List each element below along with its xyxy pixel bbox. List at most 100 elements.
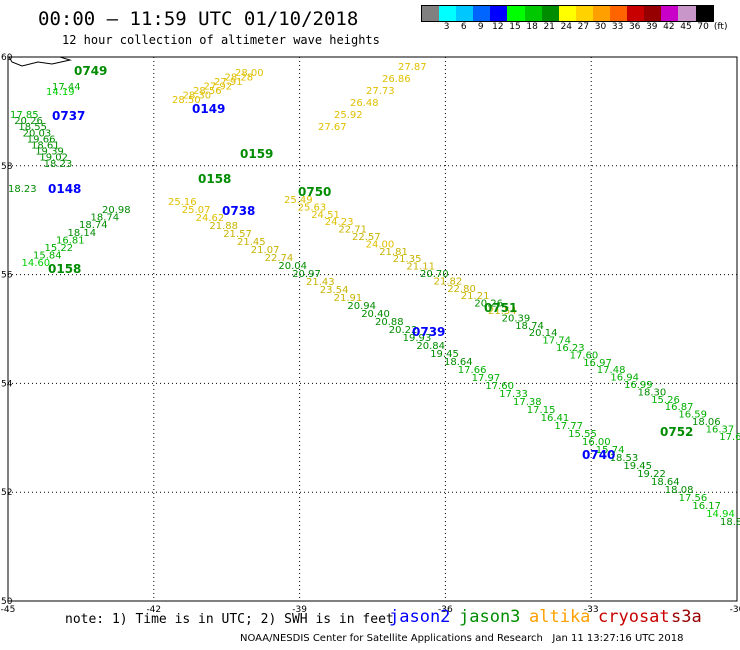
legend-unit: (ft) (713, 22, 728, 32)
wave-height-point: 18.61 (31, 141, 60, 152)
wave-height-point: 20.26 (474, 299, 503, 310)
lat-tick-label: 56 (1, 271, 13, 281)
wave-height-point: 18.53 (610, 453, 639, 464)
legend-swatch (627, 6, 645, 21)
wave-height-point: 20.03 (23, 128, 52, 139)
wave-height-point: 20.39 (502, 313, 531, 324)
legend-label: 27 (577, 22, 590, 32)
wave-height-point: 18.06 (692, 417, 721, 428)
lon-tick-label: -30 (730, 605, 740, 615)
legend-swatch (439, 6, 457, 21)
track-label: 0149 (192, 102, 225, 116)
wave-height-point: 20.97 (292, 269, 321, 280)
lat-tick-label: 52 (1, 488, 12, 498)
wave-height-point: 18.88 (720, 517, 740, 528)
satellite-s3a: s3a (671, 607, 702, 627)
legend-label: 45 (680, 22, 692, 32)
legend-swatch (422, 6, 440, 21)
legend-label: 9 (477, 22, 484, 32)
legend-swatch (524, 6, 542, 21)
lat-tick-label: 50 (1, 597, 13, 607)
color-legend (421, 5, 714, 22)
map-frame (7, 56, 738, 602)
wave-height-point: 17.74 (542, 336, 571, 347)
wave-height-point: 18.55 (18, 122, 47, 133)
wave-height-point: 20.94 (347, 301, 376, 312)
wave-height-point: 21.88 (209, 221, 238, 232)
wave-height-point: 18.14 (68, 228, 97, 239)
wave-height-point: 26.86 (382, 74, 411, 85)
legend-swatch (592, 6, 611, 21)
wave-height-point: 27.73 (366, 86, 395, 97)
wave-height-point: 21.11 (406, 262, 435, 273)
wave-height-point: 25.16 (168, 197, 197, 208)
wave-height-point: 21.57 (223, 229, 252, 240)
wave-height-point: 15.22 (45, 243, 74, 254)
wave-height-point: 21.43 (306, 277, 335, 288)
legend-swatch (661, 6, 679, 21)
wave-height-point: 28.00 (235, 68, 264, 79)
legend-swatch (610, 6, 628, 21)
wave-height-point: 17.66 (719, 432, 740, 443)
wave-height-point: 16.94 (610, 373, 639, 384)
wave-height-point: 18.23 (8, 184, 37, 195)
track-label: 0750 (298, 185, 331, 199)
wave-height-point: 18.74 (79, 220, 108, 231)
legend-swatch (644, 6, 662, 21)
wave-height-point: 20.14 (529, 328, 558, 339)
wave-height-point: 21.54 (488, 306, 517, 317)
track-label: 0740 (582, 448, 615, 462)
lon-tick-label: -33 (584, 605, 599, 615)
satellite-altika: altika (529, 607, 591, 627)
legend-label: 15 (509, 22, 521, 32)
wave-height-point: 19.45 (623, 461, 652, 472)
wave-height-point: 16.41 (541, 413, 570, 424)
wave-height-point: 18.23 (44, 159, 73, 170)
map-title: 00:00 – 11:59 UTC 01/10/2018 (38, 8, 359, 30)
wave-height-point: 26.48 (350, 98, 379, 109)
wave-height-point: 22.71 (338, 225, 367, 236)
wave-height-point: 19.93 (403, 333, 432, 344)
wave-height-point: 21.91 (334, 293, 363, 304)
wave-height-point: 15.26 (651, 395, 680, 406)
wave-height-point: 20.84 (416, 341, 445, 352)
legend-label: 39 (646, 22, 658, 32)
wave-height-point: 20.26 (14, 116, 43, 127)
map-subtitle: 12 hour collection of altimeter wave hei… (62, 33, 380, 47)
legend-label: 12 (492, 22, 504, 32)
wave-height-point: 18.08 (665, 485, 694, 496)
map-border (7, 56, 738, 602)
legend-swatch (678, 6, 696, 21)
wave-height-point: 15.74 (596, 445, 625, 456)
track-label: 0738 (222, 204, 255, 218)
coastline (8, 56, 72, 67)
wave-height-point: 16.81 (56, 235, 85, 246)
track-label: 0749 (74, 64, 107, 78)
wave-height-point: 17.56 (679, 493, 708, 504)
wave-height-point: 25.07 (182, 205, 211, 216)
wave-height-point: 18.74 (515, 321, 544, 332)
legend-label: 70 (697, 22, 709, 32)
wave-height-point: 27.67 (318, 122, 347, 133)
footer-credit: NOAA/NESDIS Center for Satellite Applica… (240, 633, 684, 644)
legend-swatch (490, 6, 508, 21)
wave-height-point: 17.97 (472, 373, 501, 384)
wave-height-point: 28.28 (225, 73, 254, 84)
wave-height-point: 17.44 (52, 82, 81, 93)
axis-tick-labels: -45 -42 -39 -36 -33 -30 60 58 56 54 52 50 (1, 53, 740, 615)
wave-height-point: 14.60 (22, 258, 51, 269)
wave-height-point: 21.81 (379, 247, 408, 258)
wave-height-point: 17.48 (597, 365, 626, 376)
wave-height-point: 27.92 (204, 82, 233, 93)
lat-tick-label: 54 (1, 379, 13, 389)
legend-label: 33 (611, 22, 624, 32)
legend-label: 30 (594, 22, 607, 32)
lat-tick-label: 58 (1, 162, 13, 172)
wave-height-point: 18.74 (91, 213, 120, 224)
track-label: 0148 (48, 182, 81, 196)
footer-note: note: 1) Time is in UTC; 2) SWH is in fe… (65, 612, 394, 627)
wave-height-point: 17.60 (485, 381, 514, 392)
wave-height-point: 17.66 (458, 365, 487, 376)
